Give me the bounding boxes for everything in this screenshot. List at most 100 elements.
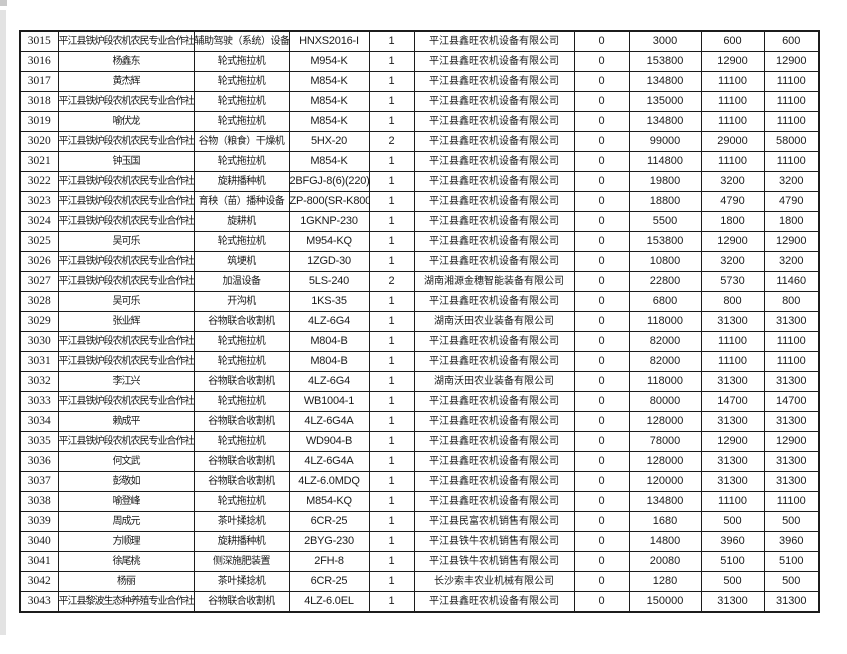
cell-row_no: 3033 xyxy=(19,391,59,412)
cell-applicant: 杨鑫东 xyxy=(57,51,195,72)
cell-machine_type: 育秧（苗）播种设备 xyxy=(193,191,290,212)
table-row: 3025 吴可乐 轮式拖拉机 M954-KQ 1 平江县鑫旺农机设备有限公司 0 153800… xyxy=(19,231,820,252)
cell-quantity: 1 xyxy=(368,591,415,613)
cell-model: ZP-800(SR-K800C xyxy=(288,191,370,212)
cell-col_7: 0 xyxy=(573,211,630,232)
cell-dealer: 平江县铁牛农机销售有限公司 xyxy=(413,551,575,572)
cell-model: 4LZ-6G4 xyxy=(288,311,370,332)
cell-model: M804-B xyxy=(288,351,370,372)
cell-row_no: 3018 xyxy=(19,91,59,112)
cell-applicant: 赖成平 xyxy=(57,411,195,432)
cell-col_7: 0 xyxy=(573,571,630,592)
cell-model: M854-K xyxy=(288,71,370,92)
cell-quantity: 1 xyxy=(368,311,415,332)
cell-applicant: 平江县铁炉段农机农民专业合作社 xyxy=(57,91,195,112)
cell-col_10: 14700 xyxy=(763,391,820,412)
cell-col_8: 82000 xyxy=(628,351,702,372)
cell-row_no: 3040 xyxy=(19,531,59,552)
cell-machine_type: 谷物联合收割机 xyxy=(193,311,290,332)
cell-machine_type: 谷物联合收割机 xyxy=(193,371,290,392)
cell-col_10: 1800 xyxy=(763,211,820,232)
cell-col_8: 78000 xyxy=(628,431,702,452)
cell-machine_type: 谷物联合收割机 xyxy=(193,591,290,613)
cell-model: WB1004-1 xyxy=(288,391,370,412)
cell-col_10: 11100 xyxy=(763,351,820,372)
cell-model: WD904-B xyxy=(288,431,370,452)
cell-machine_type: 筑埂机 xyxy=(193,251,290,272)
cell-model: 2FH-8 xyxy=(288,551,370,572)
cell-machine_type: 轮式拖拉机 xyxy=(193,111,290,132)
table-row: 3037 彭敬如 谷物联合收割机 4LZ-6.0MDQ 1 平江县鑫旺农机设备有限公司 0 1… xyxy=(19,471,820,492)
cell-col_7: 0 xyxy=(573,491,630,512)
cell-dealer: 平江县鑫旺农机设备有限公司 xyxy=(413,291,575,312)
cell-col_10: 500 xyxy=(763,511,820,532)
cell-row_no: 3019 xyxy=(19,111,59,132)
cell-col_9: 12900 xyxy=(700,231,765,252)
cell-col_9: 5730 xyxy=(700,271,765,292)
cell-applicant: 平江县铁炉段农机农民专业合作社 xyxy=(57,271,195,292)
cell-row_no: 3016 xyxy=(19,51,59,72)
cell-col_7: 0 xyxy=(573,71,630,92)
cell-dealer: 平江县民富农机销售有限公司 xyxy=(413,511,575,532)
cell-row_no: 3037 xyxy=(19,471,59,492)
cell-dealer: 平江县鑫旺农机设备有限公司 xyxy=(413,131,575,152)
cell-dealer: 平江县鑫旺农机设备有限公司 xyxy=(413,351,575,372)
cell-col_7: 0 xyxy=(573,391,630,412)
cell-col_8: 120000 xyxy=(628,471,702,492)
cell-row_no: 3029 xyxy=(19,311,59,332)
cell-col_7: 0 xyxy=(573,431,630,452)
cell-dealer: 平江县鑫旺农机设备有限公司 xyxy=(413,71,575,92)
cell-model: 5HX-20 xyxy=(288,131,370,152)
cell-machine_type: 轮式拖拉机 xyxy=(193,391,290,412)
cell-col_9: 500 xyxy=(700,511,765,532)
cell-col_8: 22800 xyxy=(628,271,702,292)
table-row: 3040 方顺理 旋耕播种机 2BYG-230 1 平江县铁牛农机销售有限公司 0 14800… xyxy=(19,531,820,552)
cell-applicant: 喻登峰 xyxy=(57,491,195,512)
cell-model: M854-K xyxy=(288,151,370,172)
cell-quantity: 1 xyxy=(368,30,415,52)
cell-dealer: 平江县鑫旺农机设备有限公司 xyxy=(413,30,575,52)
cell-quantity: 1 xyxy=(368,551,415,572)
cell-col_9: 500 xyxy=(700,571,765,592)
cell-model: 1GKNP-230 xyxy=(288,211,370,232)
cell-applicant: 平江县铁炉段农机农民专业合作社 xyxy=(57,351,195,372)
cell-applicant: 平江县铁炉段农机农民专业合作社 xyxy=(57,391,195,412)
cell-quantity: 1 xyxy=(368,171,415,192)
cell-machine_type: 轮式拖拉机 xyxy=(193,431,290,452)
cell-row_no: 3020 xyxy=(19,131,59,152)
cell-quantity: 1 xyxy=(368,151,415,172)
cell-applicant: 平江县铁炉段农机农民专业合作社 xyxy=(57,171,195,192)
cell-model: 4LZ-6.0EL xyxy=(288,591,370,613)
cell-col_10: 11100 xyxy=(763,91,820,112)
cell-col_7: 0 xyxy=(573,171,630,192)
cell-row_no: 3024 xyxy=(19,211,59,232)
cell-col_10: 11100 xyxy=(763,71,820,92)
cell-model: 2BFGJ-8(6)(220) xyxy=(288,171,370,192)
cell-col_7: 0 xyxy=(573,51,630,72)
cell-col_7: 0 xyxy=(573,311,630,332)
cell-applicant: 平江县铁炉段农机农民专业合作社 xyxy=(57,251,195,272)
table-row: 3021 钟玉国 轮式拖拉机 M854-K 1 平江县鑫旺农机设备有限公司 0 114800 1… xyxy=(19,151,820,172)
cell-col_10: 12900 xyxy=(763,431,820,452)
cell-col_9: 12900 xyxy=(700,431,765,452)
cell-model: M804-B xyxy=(288,331,370,352)
cell-col_7: 0 xyxy=(573,191,630,212)
cell-col_9: 3960 xyxy=(700,531,765,552)
cell-machine_type: 开沟机 xyxy=(193,291,290,312)
cell-quantity: 1 xyxy=(368,471,415,492)
cell-col_7: 0 xyxy=(573,411,630,432)
cell-col_10: 11100 xyxy=(763,491,820,512)
table-row: 3032 李江兴 谷物联合收割机 4LZ-6G4 1 湖南沃田农业装备有限公司 0 11800… xyxy=(19,371,820,392)
cell-quantity: 1 xyxy=(368,331,415,352)
cell-quantity: 1 xyxy=(368,351,415,372)
cell-col_9: 11100 xyxy=(700,91,765,112)
cell-quantity: 1 xyxy=(368,431,415,452)
cell-model: M854-KQ xyxy=(288,491,370,512)
cell-dealer: 平江县鑫旺农机设备有限公司 xyxy=(413,411,575,432)
cell-model: 4LZ-6G4 xyxy=(288,371,370,392)
cell-quantity: 1 xyxy=(368,411,415,432)
table-body: 3015 平江县铁炉段农机农民专业合作社 辅助驾驶（系统）设备 HNXS2016-I 1… xyxy=(19,30,820,613)
cell-col_8: 99000 xyxy=(628,131,702,152)
cell-dealer: 湖南沃田农业装备有限公司 xyxy=(413,371,575,392)
scan-artifact-corner xyxy=(0,0,7,6)
